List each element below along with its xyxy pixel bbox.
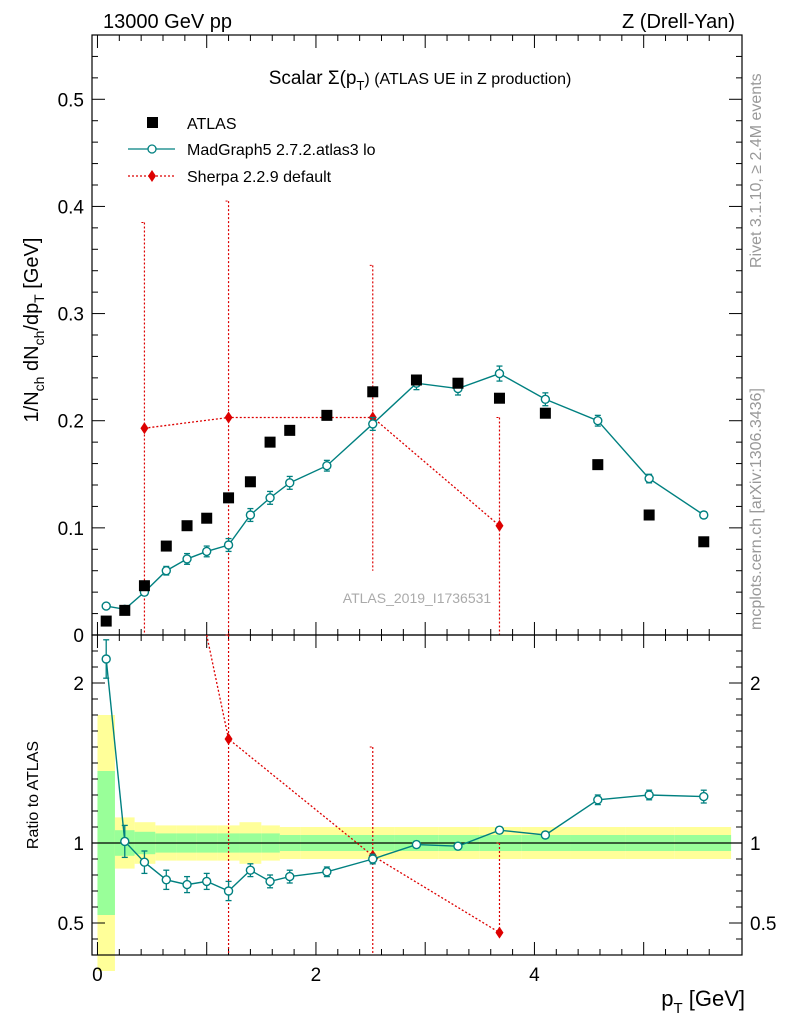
atlas-point <box>138 580 150 592</box>
legend-atlas-label: ATLAS <box>187 116 237 133</box>
legend: ATLAS MadGraph5 2.7.2.atlas3 lo Sherpa 2… <box>128 116 376 186</box>
header-left: 13000 GeV pp <box>103 11 232 33</box>
atlas-point <box>321 409 333 421</box>
plot-title: Scalar Σ(pT) (ATLAS UE in Z production) <box>269 68 572 93</box>
ratio-madgraph-point <box>245 865 256 875</box>
ratio-madgraph-point <box>101 654 111 664</box>
main-ytick-label: 0.4 <box>58 197 85 218</box>
xlabel: pT [GeV] <box>661 986 745 1017</box>
atlas-point <box>367 386 379 398</box>
atlas-point <box>452 377 464 389</box>
atlas-point <box>539 407 551 419</box>
main-ylabel: 1/Nch dNch/dpT [GeV] <box>21 238 47 423</box>
madgraph-point <box>182 554 192 564</box>
madgraph-point <box>368 419 378 429</box>
madgraph-point <box>540 394 551 404</box>
legend-madgraph-label: MadGraph5 2.7.2.atlas3 lo <box>187 142 376 159</box>
atlas-point <box>264 436 276 448</box>
ratio-madgraph-point <box>120 836 130 847</box>
madgraph-point <box>202 546 212 557</box>
ratio-madgraph-point <box>223 886 234 896</box>
ratio-madgraph-point <box>411 839 422 850</box>
ratio-sherpa-point <box>495 926 504 939</box>
ratio-ytick-label-right: 0.5 <box>750 914 776 935</box>
main-plot: 0 0.1 0.2 0.3 0.4 0.5 <box>58 34 743 647</box>
ratio-sherpa-line <box>206 634 500 934</box>
ratio-madgraph-point <box>453 841 463 851</box>
legend-atlas-marker <box>147 117 158 128</box>
madgraph-point <box>644 473 654 484</box>
ratio-sherpa-point <box>224 733 233 745</box>
ratio-madgraph-point <box>202 876 212 887</box>
atlas-point <box>284 424 296 436</box>
madgraph-point <box>265 493 275 503</box>
ratio-ytick-label-right: 1 <box>750 834 761 855</box>
madgraph-point <box>101 601 111 611</box>
atlas-point <box>160 540 172 552</box>
ratio-madgraph-point <box>285 871 295 882</box>
madgraph-point <box>161 566 171 576</box>
madgraph-point <box>699 510 709 520</box>
rivet-label: Rivet 3.1.10, ≥ 2.4M events <box>748 73 765 268</box>
sherpa-point <box>140 422 149 435</box>
main-ytick-label: 0 <box>73 626 84 647</box>
atlas-point <box>223 492 235 504</box>
ratio-madgraph-point <box>644 790 654 800</box>
sherpa-point <box>224 411 233 424</box>
ratio-ylabel: Ratio to ATLAS <box>25 741 42 849</box>
ratio-madgraph-point <box>161 875 171 885</box>
atlas-point <box>100 615 112 627</box>
legend-sherpa-marker <box>148 170 156 182</box>
ratio-madgraph-point <box>182 879 192 890</box>
sherpa-point <box>495 519 504 532</box>
atlas-point <box>643 509 655 521</box>
madgraph-point <box>322 461 332 471</box>
ratio-madgraph-point <box>593 795 603 805</box>
main-ytick-label: 0.2 <box>58 412 84 433</box>
ratio-madgraph-point <box>139 857 150 867</box>
header-right: Z (Drell-Yan) <box>622 11 735 33</box>
ratio-madgraph-point <box>540 830 551 840</box>
atlas-point <box>698 536 710 548</box>
xtick-label: 2 <box>311 965 322 986</box>
ratio-plot: 0 2 4 0.5 0.5 1 1 2 2 <box>58 634 776 986</box>
madgraph-point <box>223 540 234 550</box>
ratio-madgraph-point <box>322 867 332 877</box>
ratio-madgraph-point <box>699 791 709 802</box>
main-ytick-label: 0.3 <box>58 305 84 326</box>
ratio-ytick-label: 0.5 <box>58 914 84 935</box>
mcplots-label: mcplots.cern.ch [arXiv:1306.3436] <box>748 388 765 630</box>
madgraph-point <box>285 478 295 488</box>
main-ytick-label: 0.5 <box>58 90 84 111</box>
atlas-point <box>493 392 505 404</box>
atlas-point <box>592 459 604 471</box>
legend-madgraph-marker <box>147 144 157 154</box>
xtick-label: 0 <box>92 965 103 986</box>
atlas-point <box>181 520 193 532</box>
watermark: ATLAS_2019_I1736531 <box>343 590 492 606</box>
atlas-point <box>244 476 256 488</box>
madgraph-point <box>245 510 256 520</box>
atlas-point <box>201 512 213 524</box>
madgraph-line <box>106 372 705 611</box>
madgraph-point <box>593 416 603 426</box>
ratio-madgraph-point <box>494 825 505 835</box>
sherpa-line <box>144 416 500 527</box>
atlas-point <box>119 604 131 616</box>
ratio-ytick-label-right: 2 <box>750 674 761 695</box>
ratio-ytick-label: 1 <box>73 834 84 855</box>
ratio-madgraph-point <box>368 854 378 864</box>
main-ytick-label: 0.1 <box>58 519 84 540</box>
ratio-ytick-label: 2 <box>73 674 84 695</box>
ratio-madgraph-point <box>265 876 275 887</box>
madgraph-point <box>494 368 505 379</box>
legend-sherpa-label: Sherpa 2.2.9 default <box>187 169 332 186</box>
atlas-point <box>410 374 422 386</box>
xtick-label: 4 <box>529 965 540 986</box>
